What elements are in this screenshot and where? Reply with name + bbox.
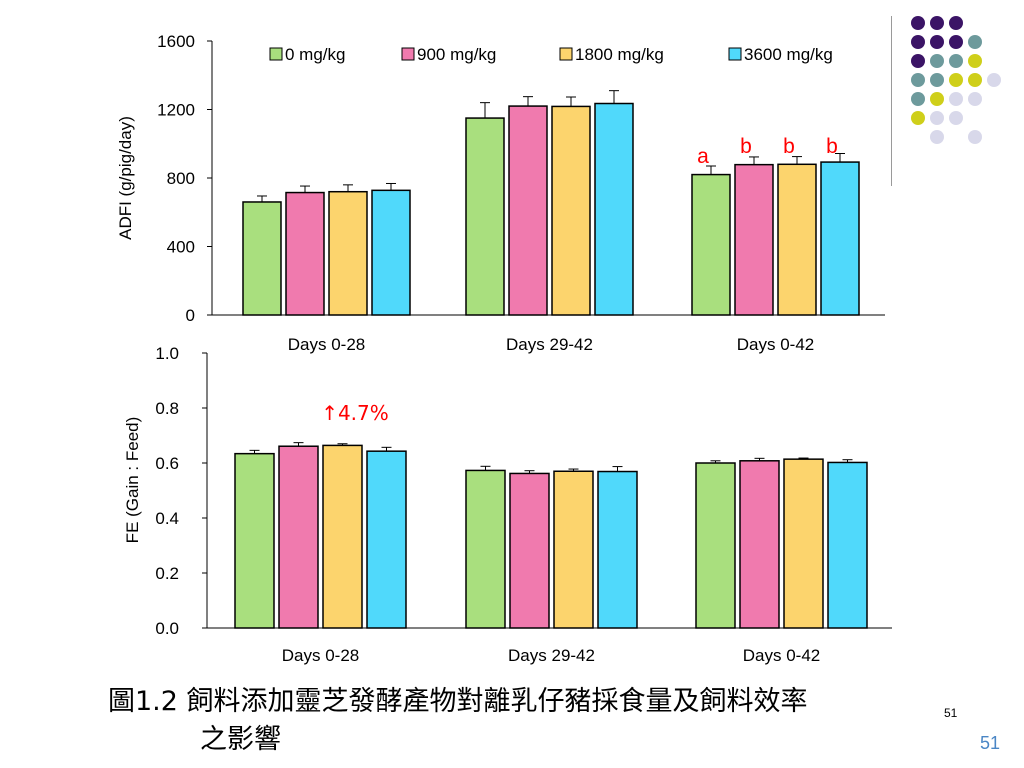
legend-label: 0 mg/kg	[285, 45, 345, 64]
decorative-dot	[968, 35, 982, 49]
x-category-label: Days 29-42	[506, 335, 593, 354]
caption-line-1: 圖1.2 飼料添加靈芝發酵產物對離乳仔豬採食量及飼料效率	[108, 686, 808, 717]
y-axis-label: ADFI (g/pig/day)	[116, 116, 135, 240]
slide-number: 51	[980, 733, 1001, 753]
legend-swatch	[269, 47, 283, 61]
bar	[820, 161, 860, 316]
x-category-label: Days 0-28	[288, 335, 365, 354]
bar	[594, 102, 634, 316]
bar	[328, 190, 368, 316]
y-tick-label: 1600	[157, 32, 195, 51]
figure-caption: 圖1.2 飼料添加靈芝發酵產物對離乳仔豬採食量及飼料效率 之影響	[108, 683, 948, 759]
decorative-dot	[911, 16, 925, 30]
bar	[553, 470, 594, 629]
bar	[371, 189, 411, 316]
decorative-dot	[949, 16, 963, 30]
legend-swatch	[728, 47, 742, 61]
decorative-dot	[930, 54, 944, 68]
legend-swatch	[401, 47, 415, 61]
decorative-dot	[949, 111, 963, 125]
decorative-dot	[911, 111, 925, 125]
bar	[827, 461, 868, 629]
bar	[597, 470, 638, 629]
y-tick-label: 400	[167, 238, 195, 257]
bar	[739, 460, 780, 629]
bar	[322, 444, 363, 629]
decorative-dot	[949, 35, 963, 49]
significance-letter: b	[783, 135, 795, 158]
y-tick-label: 0.8	[155, 399, 179, 418]
decorative-dot	[949, 92, 963, 106]
y-tick-label: 0.0	[155, 619, 179, 638]
y-tick-label: 0	[186, 306, 195, 325]
decorative-divider-line	[891, 16, 892, 186]
decorative-dot	[911, 92, 925, 106]
bar	[509, 472, 550, 629]
bar	[465, 469, 506, 629]
bar	[285, 191, 325, 316]
decorative-dot	[987, 73, 1001, 87]
decorative-dot	[930, 16, 944, 30]
bar	[695, 462, 736, 629]
significance-letter: b	[826, 135, 838, 158]
bar	[508, 105, 548, 316]
y-tick-label: 0.6	[155, 454, 179, 473]
bar	[366, 450, 407, 629]
bar	[234, 452, 275, 629]
decorative-dot	[968, 92, 982, 106]
decorative-dot	[949, 73, 963, 87]
bar	[734, 163, 774, 316]
significance-letter: b	[740, 135, 752, 158]
y-tick-label: 0.2	[155, 564, 179, 583]
bar	[465, 117, 505, 316]
caption-line-2: 之影響	[200, 724, 281, 755]
decorative-dot	[930, 35, 944, 49]
legend-label: 1800 mg/kg	[575, 45, 664, 64]
decorative-dot	[968, 73, 982, 87]
bar	[551, 105, 591, 316]
decorative-dot	[930, 92, 944, 106]
legend-label: 3600 mg/kg	[744, 45, 833, 64]
bar	[278, 445, 319, 629]
y-tick-label: 1200	[157, 101, 195, 120]
decorative-dot	[930, 130, 944, 144]
decorative-dot	[930, 73, 944, 87]
bar	[783, 458, 824, 629]
bar	[777, 163, 817, 316]
decorative-dot	[968, 130, 982, 144]
x-category-label: Days 29-42	[508, 646, 595, 665]
legend-label: 900 mg/kg	[417, 45, 496, 64]
decorative-dot	[968, 54, 982, 68]
bar	[242, 201, 282, 316]
percent-change-annotation: ↑4.7%	[321, 401, 389, 425]
x-category-label: Days 0-28	[282, 646, 359, 665]
decorative-dot	[911, 35, 925, 49]
y-tick-label: 800	[167, 169, 195, 188]
decorative-dot	[949, 54, 963, 68]
decorative-dot	[911, 54, 925, 68]
y-tick-label: 0.4	[155, 509, 179, 528]
x-category-label: Days 0-42	[737, 335, 814, 354]
bar	[691, 173, 731, 316]
legend-swatch	[559, 47, 573, 61]
y-tick-label: 1.0	[155, 344, 179, 363]
slide-number-small: 51	[944, 706, 958, 720]
decorative-dot	[911, 73, 925, 87]
y-axis-label: FE (Gain : Feed)	[123, 417, 142, 544]
significance-letter: a	[697, 145, 709, 168]
x-category-label: Days 0-42	[743, 646, 820, 665]
decorative-dot	[930, 111, 944, 125]
